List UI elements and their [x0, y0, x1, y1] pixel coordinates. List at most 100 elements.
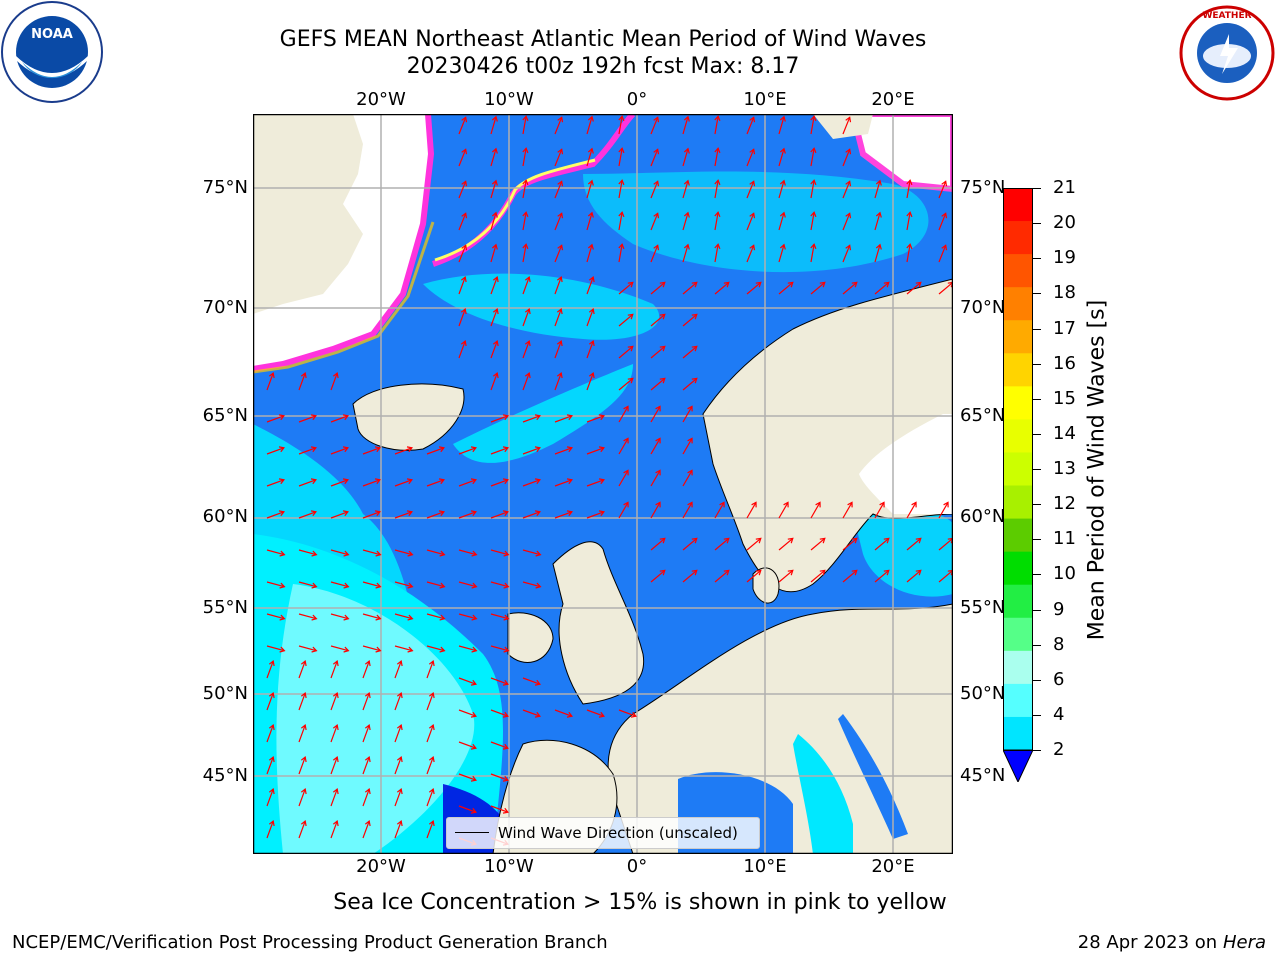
wind-arrow-head	[714, 115, 721, 122]
wind-arrow-head	[491, 147, 498, 154]
wind-arrow-head	[627, 345, 634, 352]
wind-arrow-head	[618, 179, 625, 186]
wind-arrow-shaft	[394, 645, 413, 652]
wind-arrow-shaft	[746, 281, 762, 295]
wind-arrow-shaft	[746, 569, 762, 583]
wind-arrow-shaft	[746, 245, 755, 263]
wind-arrow-head	[471, 582, 478, 589]
wind-arrow-shaft	[650, 470, 661, 487]
colorbar-band	[1003, 419, 1033, 453]
wind-arrow-head	[714, 211, 721, 218]
colorbar-band	[1003, 287, 1033, 321]
wind-arrow-shaft	[330, 788, 338, 807]
wind-arrow-shaft	[650, 313, 666, 327]
wind-arrow-shaft	[650, 149, 659, 167]
wind-arrow-head	[535, 550, 542, 557]
wind-arrow-head	[691, 313, 698, 320]
wind-arrow-shaft	[426, 479, 445, 487]
wind-arrow-shaft	[618, 244, 623, 263]
wind-arrow-head	[714, 147, 721, 154]
wind-arrow-head	[502, 775, 509, 782]
wind-arrow-shaft	[394, 581, 413, 588]
wind-arrow-shaft	[362, 756, 370, 775]
wind-arrow-shaft	[554, 276, 562, 295]
colorbar-tick-mark	[1033, 679, 1041, 681]
wind-arrow-head	[875, 243, 882, 250]
footer-date-text: 28 Apr 2023 on	[1077, 932, 1218, 953]
wind-arrow-head	[598, 414, 605, 421]
wind-arrow-shaft	[618, 148, 623, 167]
wind-arrow-head	[343, 582, 350, 589]
wind-arrow-shaft	[810, 281, 826, 295]
colorbar-band	[1003, 584, 1033, 619]
wind-arrow-head	[755, 537, 762, 544]
colorbar-band	[1003, 617, 1033, 652]
wind-arrow-shaft	[522, 180, 527, 199]
wind-arrow-shaft	[842, 149, 851, 167]
wind-arrow-shaft	[490, 741, 509, 749]
wind-arrow-head	[396, 820, 403, 827]
wind-arrow-shaft	[426, 724, 434, 743]
wind-arrow-head	[655, 437, 661, 444]
wind-arrow-shaft	[458, 479, 477, 487]
wind-arrow-shaft	[458, 181, 467, 199]
wind-arrow-shaft	[778, 537, 794, 551]
wind-arrow-shaft	[810, 537, 826, 551]
wind-arrow-shaft	[426, 447, 445, 455]
wind-arrow-shaft	[330, 756, 338, 775]
wind-arrow-shaft	[682, 377, 698, 391]
wind-arrow-shaft	[842, 502, 853, 519]
wind-arrow-shaft	[874, 502, 885, 519]
wind-arrow-head	[278, 446, 285, 453]
wind-arrow-shaft	[746, 181, 755, 199]
wind-arrow-head	[588, 276, 595, 283]
wind-arrow-shaft	[938, 502, 949, 519]
wind-arrow-head	[502, 807, 509, 814]
legend-label: Wind Wave Direction (unscaled)	[498, 824, 738, 842]
wind-arrow-shaft	[714, 281, 730, 295]
wind-arrow-head	[522, 211, 529, 218]
wind-arrow-shaft	[874, 569, 890, 583]
wind-arrow-head	[268, 756, 275, 763]
colorbar-band	[1003, 221, 1033, 255]
wind-arrow-head	[470, 510, 477, 517]
wind-arrow-shaft	[298, 372, 306, 391]
wind-arrow-head	[268, 372, 275, 379]
wind-arrow-head	[491, 115, 498, 122]
wind-arrow-head	[941, 180, 948, 187]
wind-arrow-shaft	[842, 569, 858, 583]
wind-arrow-head	[471, 550, 478, 557]
colorbar-tick-label: 10	[1053, 563, 1076, 585]
wind-arrow-head	[300, 724, 307, 731]
wind-arrow-shaft	[298, 613, 317, 620]
wind-arrow-head	[428, 692, 435, 699]
lon-label-bottom-0: 0°	[626, 856, 648, 877]
legend-line-swatch	[455, 832, 489, 833]
wind-arrow-shaft	[266, 549, 285, 556]
wind-arrow-head	[749, 212, 756, 219]
wind-arrow-head	[332, 756, 339, 763]
wind-arrow-shaft	[458, 741, 477, 749]
wind-arrow-head	[332, 820, 339, 827]
colorbar-tick-mark	[1033, 293, 1041, 295]
wind-arrow-head	[343, 614, 350, 621]
wind-arrow-shaft	[746, 117, 755, 135]
wind-arrow-shaft	[330, 581, 349, 588]
wind-arrow-shaft	[586, 116, 593, 135]
colorbar-tick-label: 12	[1053, 493, 1076, 515]
colorbar-band	[1003, 716, 1033, 751]
wind-arrow-shaft	[330, 479, 349, 487]
wind-arrow-shaft	[522, 340, 530, 359]
wind-arrow-shaft	[490, 645, 509, 652]
wind-arrow-shaft	[394, 613, 413, 620]
footer-host: Hera	[1222, 932, 1266, 953]
lon-label-top-20w: 20°W	[356, 89, 406, 110]
wind-arrow-head	[719, 501, 725, 508]
colorbar-band	[1003, 485, 1033, 520]
wind-arrow-shaft	[362, 447, 381, 455]
wind-arrow-shaft	[682, 212, 689, 231]
wind-arrow-head	[503, 646, 510, 653]
wind-arrow-head	[342, 478, 349, 485]
lon-label-bottom-10w: 10°W	[484, 856, 534, 877]
colorbar-tick-mark	[1033, 398, 1041, 400]
